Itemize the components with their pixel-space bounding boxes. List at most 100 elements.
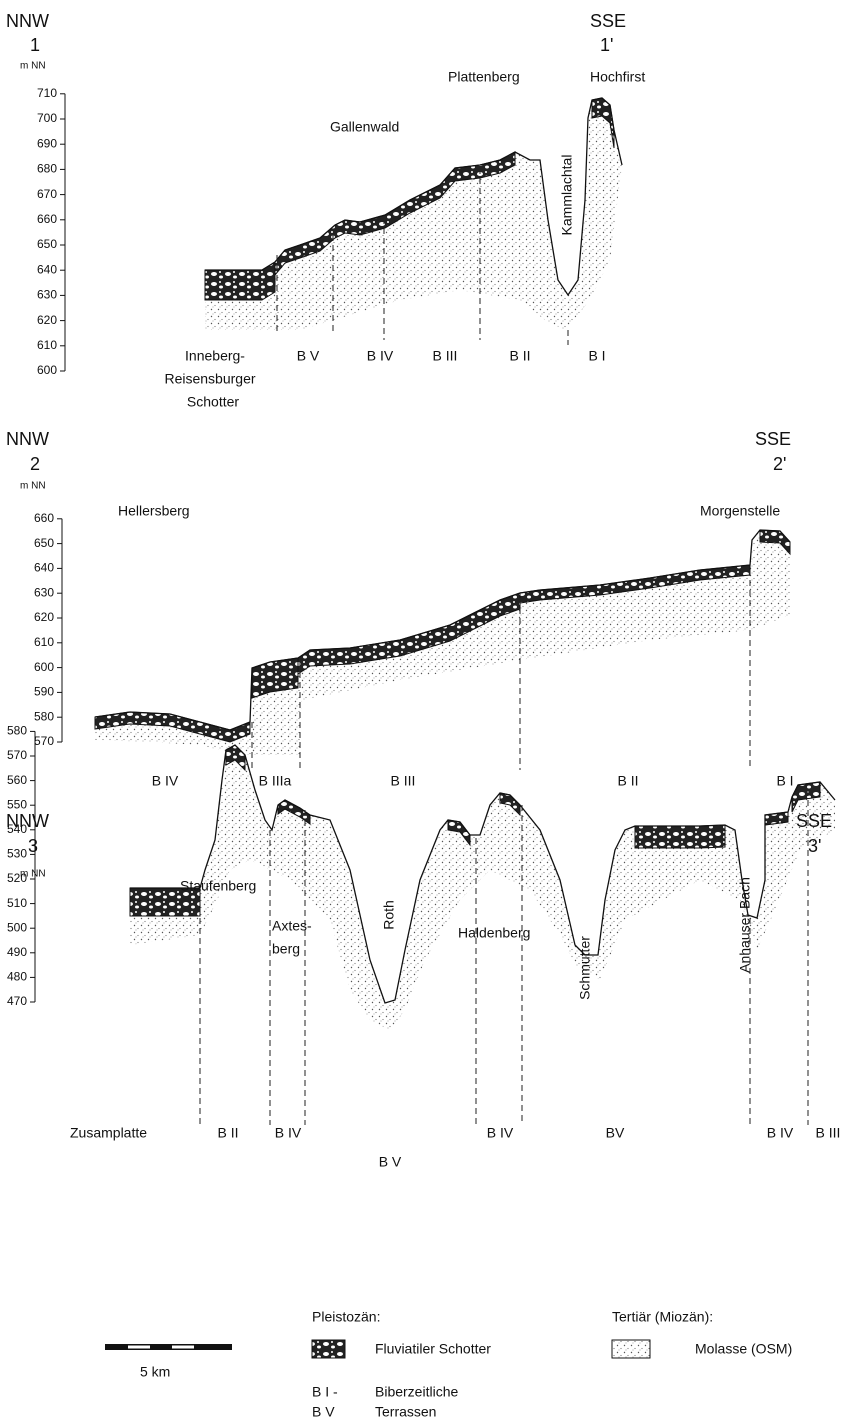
y-tick-label: 690 bbox=[37, 136, 57, 150]
gravel-name: Reisensburger bbox=[164, 371, 255, 387]
place: Axtes- bbox=[272, 918, 312, 934]
y-tick-label: 600 bbox=[37, 363, 57, 377]
y-tick-label: 520 bbox=[7, 871, 27, 885]
profiles bbox=[94, 97, 836, 1125]
terrace: B II bbox=[617, 773, 638, 789]
y-tick-label: 630 bbox=[37, 288, 57, 302]
y-tick-label: 470 bbox=[7, 994, 27, 1008]
terrace: B IV bbox=[275, 1125, 302, 1141]
molasse bbox=[205, 98, 622, 330]
y-tick-label: 640 bbox=[34, 561, 54, 575]
place: Kammlachtal bbox=[559, 155, 575, 236]
place: berg bbox=[272, 941, 300, 957]
section-number: 1' bbox=[600, 35, 613, 55]
place: Staufenberg bbox=[180, 878, 256, 894]
place: Plattenberg bbox=[448, 69, 520, 85]
y-tick-label: 570 bbox=[7, 748, 27, 762]
y-tick-label: 580 bbox=[34, 709, 54, 723]
scale-bar bbox=[105, 1344, 232, 1350]
scale-label: 5 km bbox=[140, 1364, 170, 1380]
direction: NNW bbox=[6, 429, 49, 449]
place: Roth bbox=[381, 900, 397, 930]
y-tick-label: 590 bbox=[34, 685, 54, 699]
section-number: 3' bbox=[808, 836, 821, 856]
legend-heading: Tertiär (Miozän): bbox=[612, 1309, 713, 1325]
unit: m NN bbox=[20, 481, 46, 492]
legend-heading: Pleistozän: bbox=[312, 1309, 380, 1325]
surface bbox=[205, 97, 623, 297]
direction: NNW bbox=[6, 811, 49, 831]
y-tick-label: 640 bbox=[37, 262, 57, 276]
legend-swatch bbox=[311, 1339, 346, 1359]
y-tick-label: 480 bbox=[7, 970, 27, 984]
direction: NNW bbox=[6, 11, 49, 31]
terrace: BV bbox=[606, 1125, 625, 1141]
terrace: B IV bbox=[767, 1125, 794, 1141]
terrace: B II bbox=[509, 348, 530, 364]
place: Haldenberg bbox=[458, 925, 530, 941]
y-tick-label: 490 bbox=[7, 945, 27, 959]
place: Gallenwald bbox=[330, 119, 399, 135]
section-number: 3 bbox=[28, 836, 38, 856]
y-tick-label: 610 bbox=[34, 635, 54, 649]
surface bbox=[94, 529, 791, 731]
terrace: B III bbox=[433, 348, 458, 364]
y-tick-label: 670 bbox=[37, 187, 57, 201]
place: Hellersberg bbox=[118, 503, 190, 519]
terrace: B IIIa bbox=[259, 773, 292, 789]
unit: m NN bbox=[20, 869, 46, 880]
y-tick-label: 550 bbox=[7, 797, 27, 811]
terrace: Zusamplatte bbox=[70, 1125, 147, 1141]
terrace: B IV bbox=[152, 773, 179, 789]
surface bbox=[130, 744, 836, 1004]
terrace: B V bbox=[379, 1154, 402, 1170]
legend-label: Terrassen bbox=[375, 1404, 436, 1420]
y-tick-label: 570 bbox=[34, 734, 54, 748]
legend-label: B V bbox=[312, 1404, 335, 1420]
terrace: B IV bbox=[487, 1125, 514, 1141]
terrace: B III bbox=[816, 1125, 841, 1141]
legend-label: Molasse (OSM) bbox=[695, 1341, 792, 1357]
y-tick-label: 560 bbox=[7, 773, 27, 787]
place: Hochfirst bbox=[590, 69, 645, 85]
legend-swatch bbox=[611, 1339, 651, 1359]
y-tick-label: 510 bbox=[7, 896, 27, 910]
gravel-name: Inneberg- bbox=[185, 348, 245, 364]
terrace: B V bbox=[297, 348, 320, 364]
legend-label: B I - bbox=[312, 1384, 338, 1400]
y-tick-label: 710 bbox=[37, 86, 57, 100]
y-tick-label: 660 bbox=[34, 511, 54, 525]
gravel-name: Schotter bbox=[187, 394, 239, 410]
terrace: B III bbox=[391, 773, 416, 789]
y-tick-label: 650 bbox=[37, 237, 57, 251]
place: Schmutter bbox=[577, 936, 593, 1000]
y-tick-label: 700 bbox=[37, 111, 57, 125]
legend-label: Biberzeitliche bbox=[375, 1384, 458, 1400]
y-tick-label: 500 bbox=[7, 920, 27, 934]
unit: m NN bbox=[20, 61, 46, 72]
y-tick-label: 580 bbox=[7, 724, 27, 738]
place: Morgenstelle bbox=[700, 503, 780, 519]
terrace: B IV bbox=[367, 348, 394, 364]
direction: SSE bbox=[755, 429, 791, 449]
y-tick-label: 680 bbox=[37, 162, 57, 176]
terrace: B II bbox=[217, 1125, 238, 1141]
direction: SSE bbox=[796, 811, 832, 831]
y-tick-label: 620 bbox=[37, 313, 57, 327]
terrace: B I bbox=[776, 773, 793, 789]
y-tick-label: 610 bbox=[37, 338, 57, 352]
place: Anhauser Bach bbox=[737, 877, 753, 973]
y-tick-label: 540 bbox=[7, 822, 27, 836]
y-tick-label: 650 bbox=[34, 536, 54, 550]
section-number: 2 bbox=[30, 454, 40, 474]
legend-label: Fluviatiler Schotter bbox=[375, 1341, 491, 1357]
section-number: 1 bbox=[30, 35, 40, 55]
direction: SSE bbox=[590, 11, 626, 31]
y-tick-label: 620 bbox=[34, 610, 54, 624]
y-tick-label: 600 bbox=[34, 660, 54, 674]
terrace: B I bbox=[588, 348, 605, 364]
y-tick-label: 660 bbox=[37, 212, 57, 226]
y-tick-label: 530 bbox=[7, 847, 27, 861]
section-number: 2' bbox=[773, 454, 786, 474]
